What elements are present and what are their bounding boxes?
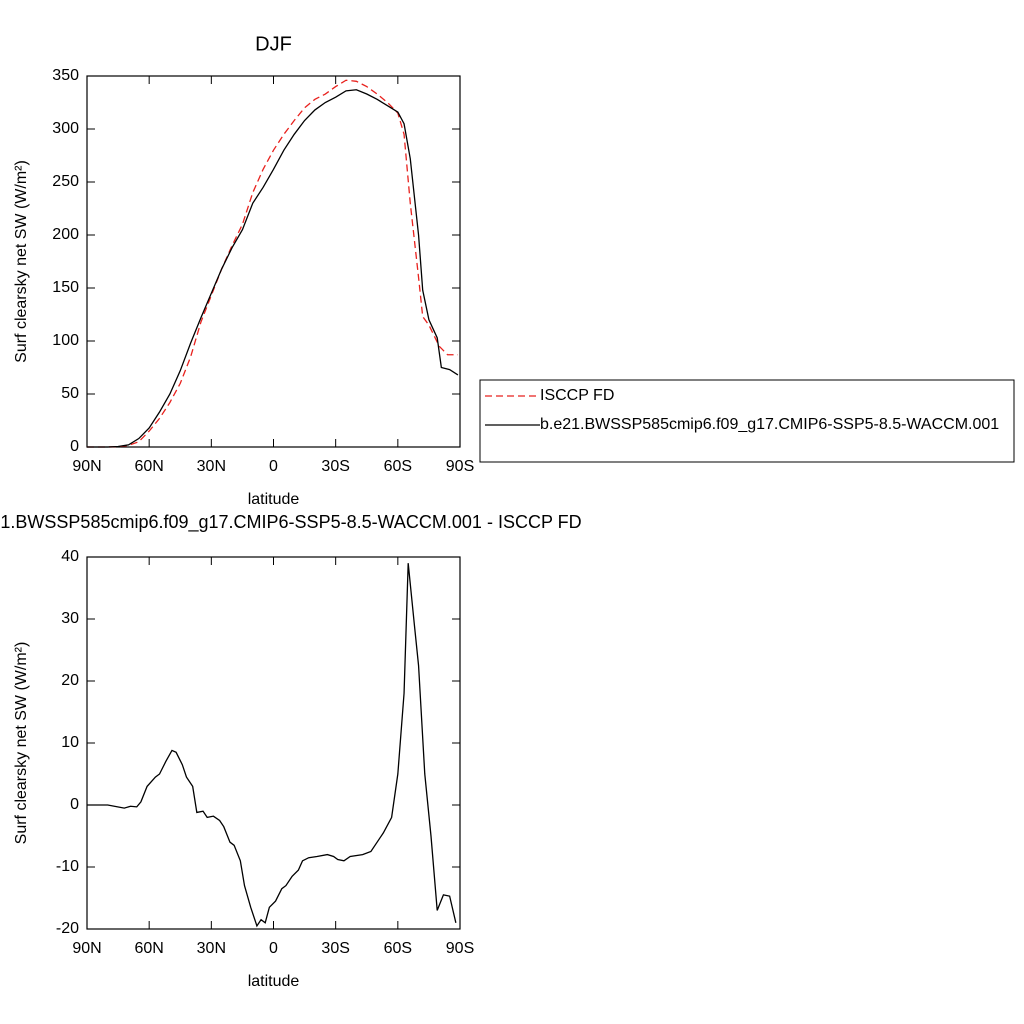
y-tick-label: 0 (70, 796, 79, 813)
x-tick-label: 90N (72, 940, 101, 957)
y-tick-label: 350 (52, 67, 79, 84)
plot-frame (86, 75, 461, 448)
x-tick-label: 90N (72, 458, 101, 475)
y-tick-label: 30 (61, 610, 79, 627)
y-tick-label: -10 (56, 858, 79, 875)
y-axis-label: Surf clearsky net SW (W/m²) (13, 642, 30, 845)
x-tick-label: 30S (321, 458, 349, 475)
legend-label: b.e21.BWSSP585cmip6.f09_g17.CMIP6-SSP5-8… (540, 416, 999, 433)
chart-title: b.e21.BWSSP585cmip6.f09_g17.CMIP6-SSP5-8… (0, 512, 582, 533)
y-tick-label: 200 (52, 226, 79, 243)
y-tick-label: 20 (61, 672, 79, 689)
x-tick-label: 90S (446, 458, 474, 475)
legend-label: ISCCP FD (540, 387, 614, 404)
data-line (87, 79, 458, 448)
y-tick-label: 150 (52, 279, 79, 296)
x-axis-label: latitude (248, 973, 300, 990)
x-tick-label: 0 (269, 940, 278, 957)
x-tick-label: 60S (384, 940, 412, 957)
x-tick-label: 60S (384, 458, 412, 475)
data-line (87, 563, 457, 928)
y-tick-label: 250 (52, 173, 79, 190)
x-tick-label: 30N (197, 458, 226, 475)
x-tick-label: 30N (197, 940, 226, 957)
legend-box (479, 379, 1015, 463)
y-tick-label: -20 (56, 920, 79, 937)
y-tick-label: 50 (61, 385, 79, 402)
y-axis-label: Surf clearsky net SW (W/m²) (13, 160, 30, 363)
plot-frame (86, 556, 461, 930)
x-axis-label: latitude (248, 491, 300, 508)
y-tick-label: 100 (52, 332, 79, 349)
y-tick-label: 40 (61, 548, 79, 565)
data-line (87, 89, 459, 448)
y-tick-label: 300 (52, 120, 79, 137)
x-tick-label: 60N (134, 940, 163, 957)
chart-title: DJF (255, 33, 292, 55)
y-tick-label: 0 (70, 438, 79, 455)
x-tick-label: 0 (269, 458, 278, 475)
x-tick-label: 90S (446, 940, 474, 957)
x-tick-label: 30S (321, 940, 349, 957)
y-tick-label: 10 (61, 734, 79, 751)
x-tick-label: 60N (134, 458, 163, 475)
